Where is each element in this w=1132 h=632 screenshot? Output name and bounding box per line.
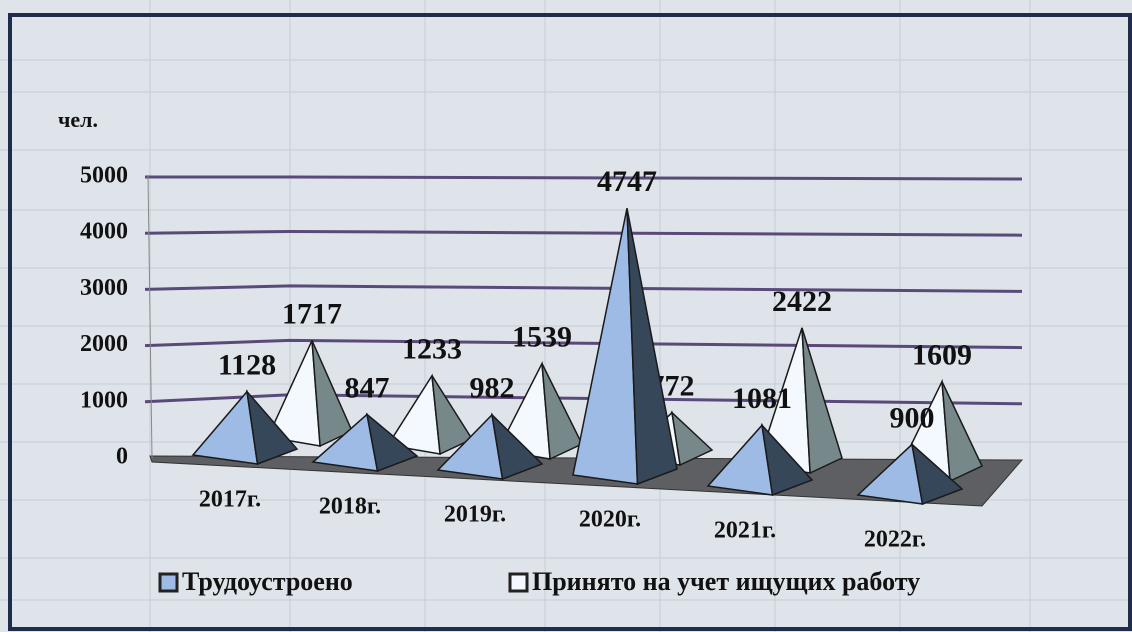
pyramid-face <box>626 208 678 486</box>
pyramid <box>266 340 353 448</box>
y-tick-label: 1000 <box>80 387 128 413</box>
data-label: 1233 <box>402 333 462 366</box>
pyramid-face <box>311 340 353 448</box>
data-label: 4747 <box>597 165 657 198</box>
y-tick-label: 4000 <box>80 219 128 245</box>
pyramid-face <box>541 363 584 461</box>
pyramid-face <box>760 422 814 497</box>
x-tick-label: 2018г. <box>319 494 381 520</box>
data-label: 1717 <box>282 297 342 330</box>
grid-line <box>145 175 1023 181</box>
pyramid-face <box>490 412 544 481</box>
pyramid <box>706 422 814 497</box>
pyramid-face <box>941 381 983 483</box>
pyramid-face <box>431 375 474 456</box>
data-label: 1539 <box>512 320 572 353</box>
x-tick-label: 2017г. <box>199 487 261 513</box>
x-tick-label: 2021г. <box>714 518 776 544</box>
y-tick-label: 3000 <box>80 275 128 301</box>
pyramid-face <box>670 410 714 467</box>
pyramid <box>436 412 544 481</box>
grid-line <box>144 229 1023 237</box>
legend-swatch <box>508 572 529 593</box>
pyramid-face <box>245 389 299 466</box>
data-label: 900 <box>890 401 935 434</box>
data-label: 1609 <box>912 338 972 371</box>
data-label: 847 <box>345 371 390 404</box>
data-label: 2422 <box>772 285 832 318</box>
data-label: 1081 <box>732 382 792 415</box>
data-label: 982 <box>470 372 515 405</box>
pyramid-face <box>910 442 964 506</box>
chart-frame <box>8 13 1132 631</box>
grid-line <box>144 284 1023 293</box>
pyramid-face <box>365 412 419 473</box>
pyramid <box>191 389 299 466</box>
x-tick-label: 2019г. <box>444 502 506 528</box>
x-tick-label: 2020г. <box>579 507 641 533</box>
y-axis-label: чел. <box>58 107 98 132</box>
x-tick-label: 2022г. <box>864 527 926 553</box>
y-tick-label: 5000 <box>80 163 128 189</box>
pyramid <box>386 373 474 456</box>
pyramid <box>856 442 964 506</box>
legend-label: Принято на учет ищущих работу <box>532 567 920 596</box>
data-label: 1128 <box>218 348 276 381</box>
pyramid <box>572 208 678 486</box>
pyramid <box>311 412 419 473</box>
grid-line <box>144 338 1023 350</box>
y-tick-label: 0 <box>116 444 128 470</box>
pyramid-face <box>801 327 843 475</box>
y-axis <box>147 174 153 459</box>
legend-swatch <box>158 572 179 593</box>
legend-label: Трудоустроено <box>182 567 353 596</box>
y-tick-label: 2000 <box>80 331 128 357</box>
